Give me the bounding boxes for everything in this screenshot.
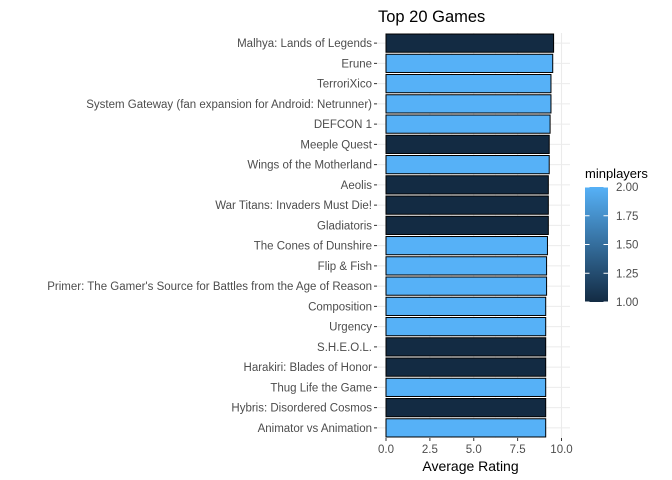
bar (385, 398, 547, 418)
legend-label: 1.00 (616, 297, 638, 309)
legend-label: 1.25 (616, 268, 638, 280)
bar (385, 377, 547, 397)
x-tick-label: 7.5 (510, 444, 526, 456)
legend-colorbar (585, 187, 608, 302)
bar (385, 296, 547, 316)
y-tick-label: Gladiatoris (317, 220, 372, 232)
legend-label: 1.75 (616, 211, 638, 223)
y-tick-label: Animator vs Animation (258, 423, 372, 435)
y-tick-label: Hybris: Disordered Cosmos (231, 403, 372, 415)
bar (385, 134, 550, 154)
y-tick-label: Urgency (329, 322, 372, 334)
bar (385, 175, 549, 195)
bar (385, 357, 547, 377)
legend-title: minplayers (585, 166, 648, 181)
legend: minplayers 2.00 1.75 1.50 1.25 1.00 (585, 166, 648, 309)
legend-label: 2.00 (616, 182, 638, 194)
x-tick-label: 10.0 (550, 444, 572, 456)
y-tick-label: S.H.E.O.L. (317, 342, 372, 354)
y-tick-label: Malhya: Lands of Legends (237, 38, 372, 50)
y-tick-label: Aeolis (341, 180, 373, 192)
bar (385, 94, 552, 114)
bar (385, 418, 547, 438)
bar (385, 33, 555, 53)
bar (385, 195, 549, 215)
legend-ticks: 2.00 1.75 1.50 1.25 1.00 (585, 182, 638, 309)
bar (385, 215, 549, 235)
y-tick-label: TerroriXico (317, 79, 372, 91)
x-axis-title: Average Rating (422, 458, 518, 474)
bar (385, 155, 550, 175)
bar (385, 114, 551, 134)
y-tick-label: Wings of the Motherland (247, 160, 372, 172)
x-tick-label: 2.5 (422, 444, 438, 456)
y-tick-label: System Gateway (fan expansion for Androi… (86, 99, 372, 111)
y-axis: Malhya: Lands of Legends Erune TerroriXico… (47, 38, 377, 435)
bars (385, 33, 555, 438)
y-tick-label: Thug Life the Game (270, 382, 372, 394)
y-tick-label: Flip & Fish (318, 261, 372, 273)
chart-title: Top 20 Games (378, 8, 485, 26)
y-tick-label: DEFCON 1 (314, 119, 372, 131)
bar (385, 236, 548, 256)
x-tick-label: 5.0 (466, 444, 482, 456)
legend-label: 1.50 (616, 240, 638, 252)
y-tick-label: Erune (341, 58, 372, 70)
y-tick-label: The Cones of Dunshire (254, 241, 372, 253)
x-tick-label: 0.0 (378, 444, 394, 456)
y-tick-label: Meeple Quest (300, 139, 372, 151)
bar (385, 256, 548, 276)
bar (385, 74, 552, 94)
y-tick-label: Primer: The Gamer's Source for Battles f… (47, 281, 372, 293)
x-axis: 0.0 2.5 5.0 7.5 10.0 (378, 438, 573, 456)
y-tick-label: War Titans: Invaders Must Die! (215, 200, 372, 212)
bar (385, 53, 554, 73)
y-tick-label: Harakiri: Blades of Honor (244, 362, 373, 374)
bar (385, 317, 547, 337)
y-tick-label: Composition (308, 301, 372, 313)
bar (385, 337, 547, 357)
bar (385, 276, 548, 296)
